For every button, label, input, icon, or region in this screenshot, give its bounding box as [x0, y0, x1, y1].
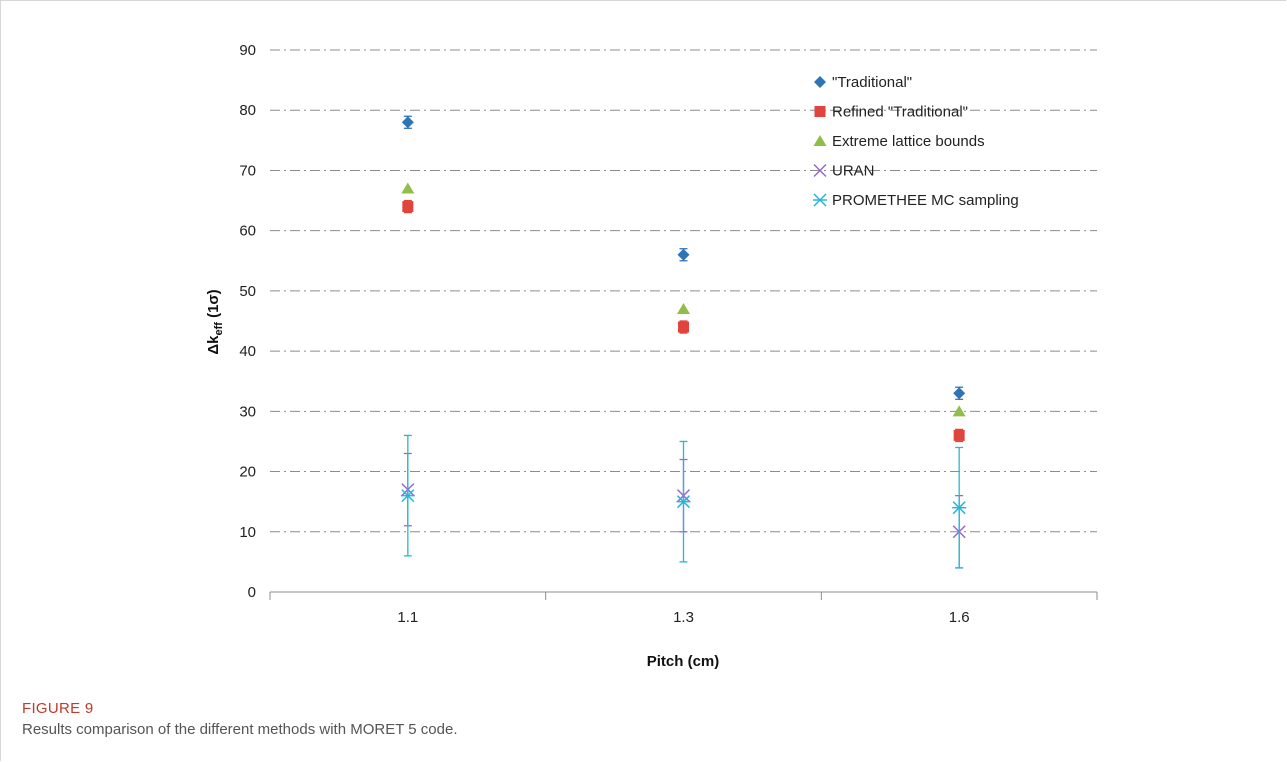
- legend-label-2: Extreme lattice bounds: [832, 133, 985, 150]
- x-tick-label-1.3: 1.3: [673, 609, 694, 626]
- legend-label-0: "Traditional": [832, 74, 912, 91]
- y-axis-title: Δkeff (1σ): [205, 289, 225, 354]
- series-group: [400, 115, 967, 569]
- chart: 0 10 20 30 40 50 60 70 80 90 1.1 1.3 1.6 "Tradition…: [205, 42, 1098, 670]
- data-point-2-1: [677, 302, 690, 314]
- legend-label-4: PROMETHEE MC sampling: [832, 192, 1019, 209]
- x-tick-label-1.1: 1.1: [397, 609, 418, 626]
- legend-marker-2: [813, 135, 827, 146]
- y-tick-label-40: 40: [239, 343, 256, 360]
- axes: [269, 591, 1098, 600]
- y-tick-label-10: 10: [239, 524, 256, 541]
- x-tick-labels: 1.1 1.3 1.6: [397, 609, 969, 626]
- legend-entry-3: URAN: [813, 163, 875, 180]
- y-axis-title-subscript: eff: [213, 322, 225, 336]
- legend-marker-4: [813, 193, 827, 207]
- y-tick-label-30: 30: [239, 403, 256, 420]
- legend-label-1: Refined "Traditional": [832, 104, 968, 121]
- legend-marker-3-stroke-b: [813, 163, 827, 178]
- y-tick-label-20: 20: [239, 464, 256, 481]
- data-point-1-1: [678, 321, 689, 333]
- series-1: [402, 199, 965, 443]
- caption-label: FIGURE 9: [22, 700, 94, 717]
- y-tick-label-90: 90: [239, 42, 256, 59]
- data-point-0-0: [401, 116, 414, 129]
- x-axis-title: Pitch (cm): [647, 653, 720, 670]
- data-point-2-0: [401, 182, 415, 194]
- series-0: [401, 115, 966, 400]
- y-tick-label-50: 50: [239, 283, 256, 300]
- data-point-0-2: [953, 387, 966, 400]
- legend-marker-0: [814, 76, 826, 88]
- y-tick-label-80: 80: [239, 102, 256, 119]
- y-tick-labels: 0 10 20 30 40 50 60 70 80 90: [239, 42, 256, 601]
- y-axis-title-main: Δk: [205, 335, 222, 355]
- legend-entry-1: Refined "Traditional": [814, 104, 968, 121]
- series-2: [401, 182, 966, 417]
- legend-entry-4: PROMETHEE MC sampling: [813, 192, 1019, 209]
- data-point-1-0: [402, 201, 414, 213]
- caption-text: Results comparison of the different meth…: [22, 721, 458, 738]
- figure-caption: FIGURE 9 Results comparison of the diffe…: [22, 700, 457, 738]
- legend-marker-1: [814, 106, 826, 117]
- y-tick-label-60: 60: [239, 223, 256, 240]
- legend-entry-0: "Traditional": [814, 74, 912, 91]
- data-point-0-1: [677, 248, 690, 261]
- series-4: [400, 434, 967, 569]
- data-point-4-1: [676, 495, 691, 509]
- x-tick-label-1.6: 1.6: [949, 609, 970, 626]
- data-point-1-2: [953, 429, 965, 441]
- legend: "Traditional" Refined "Traditional" Extrem…: [813, 74, 1019, 209]
- y-tick-label-0: 0: [248, 584, 256, 601]
- y-axis-title-tail: (1σ): [205, 289, 222, 322]
- legend-entry-2: Extreme lattice bounds: [813, 133, 985, 150]
- data-point-2-2: [952, 405, 966, 417]
- legend-marker-3: [813, 163, 827, 178]
- legend-label-3: URAN: [832, 163, 875, 180]
- data-point-4-2: [952, 501, 967, 515]
- y-tick-label-70: 70: [239, 162, 256, 179]
- data-point-4-0: [400, 489, 415, 503]
